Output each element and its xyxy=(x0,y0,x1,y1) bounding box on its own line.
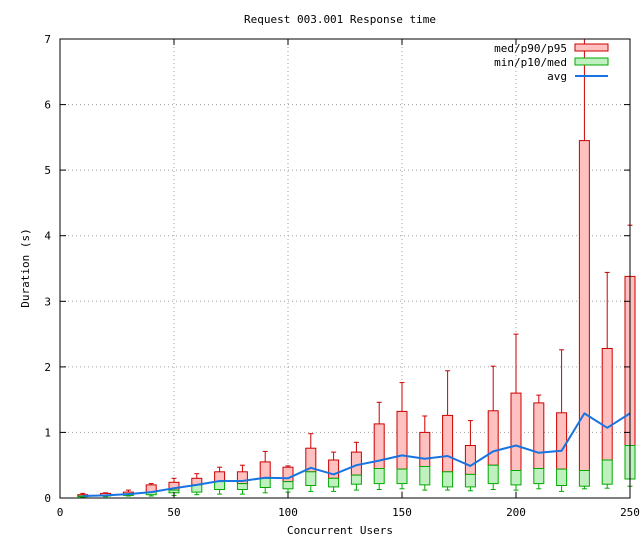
y-tick-label: 7 xyxy=(44,33,51,46)
p10-med-box xyxy=(578,470,590,487)
box-group xyxy=(442,370,454,491)
chart-title: Request 003.001 Response time xyxy=(244,13,436,26)
y-tick-label: 6 xyxy=(44,99,51,112)
box-group xyxy=(601,271,613,489)
med-p90-box xyxy=(487,410,499,466)
box-group xyxy=(510,333,522,491)
box-group xyxy=(533,394,545,490)
x-tick-label: 150 xyxy=(392,506,412,519)
box-group xyxy=(578,38,590,490)
p10-med-box xyxy=(259,477,271,488)
y-axis-label: Duration (s) xyxy=(19,228,32,307)
p10-med-box xyxy=(556,468,568,487)
x-tick-label: 250 xyxy=(620,506,640,519)
y-tick-label: 4 xyxy=(44,230,51,243)
p10-med-box xyxy=(350,474,362,485)
legend-swatch-upper xyxy=(574,43,609,52)
box-series xyxy=(77,38,636,498)
box-group xyxy=(259,450,271,494)
box-group xyxy=(419,415,431,491)
p10-med-box xyxy=(214,481,226,491)
box-group xyxy=(328,451,340,492)
med-p90-box xyxy=(464,445,476,475)
p10-med-box xyxy=(487,464,499,485)
box-group xyxy=(145,483,157,497)
box-group xyxy=(350,441,362,491)
x-tick-label: 200 xyxy=(506,506,526,519)
p10-med-box xyxy=(510,470,522,486)
box-group xyxy=(305,433,317,492)
p10-med-box xyxy=(601,459,613,485)
x-tick-label: 50 xyxy=(167,506,180,519)
box-group xyxy=(236,464,248,495)
med-p90-box xyxy=(442,414,454,473)
y-tick-label: 1 xyxy=(44,426,51,439)
p10-med-box xyxy=(396,468,408,485)
med-p90-box xyxy=(259,461,271,479)
med-p90-box xyxy=(556,412,568,470)
y-tick-label: 2 xyxy=(44,361,51,374)
box-group xyxy=(556,349,568,492)
med-p90-box xyxy=(282,466,294,483)
med-p90-box xyxy=(396,410,408,470)
y-tick-label: 0 xyxy=(44,492,51,505)
avg-series xyxy=(82,412,631,497)
grid xyxy=(60,39,630,498)
legend-label: avg xyxy=(547,70,567,83)
p10-med-box xyxy=(373,468,385,485)
plot-frame xyxy=(59,38,631,499)
legend-label: min/p10/med xyxy=(494,56,567,69)
y-tick-label: 3 xyxy=(44,295,51,308)
x-axis-label: Concurrent Users xyxy=(287,524,393,537)
p10-med-box xyxy=(328,477,340,488)
p10-med-box xyxy=(282,481,294,490)
x-tick-label: 100 xyxy=(278,506,298,519)
med-p90-box xyxy=(419,431,431,467)
axis-ticks: 0 1 2 3 4 5 6 7 0 50 100 150 200 250 xyxy=(44,33,640,519)
p10-med-box xyxy=(464,473,476,488)
box-group xyxy=(373,401,385,490)
legend-label: med/p90/p95 xyxy=(494,42,567,55)
x-tick-label: 0 xyxy=(57,506,64,519)
med-p90-box xyxy=(533,402,545,469)
box-group xyxy=(487,365,499,490)
y-tick-label: 5 xyxy=(44,164,51,177)
avg-line xyxy=(82,412,631,497)
box-group xyxy=(282,465,294,493)
p10-med-box xyxy=(419,466,431,486)
med-p90-box xyxy=(601,348,613,461)
med-p90-box xyxy=(328,459,340,479)
med-p90-box xyxy=(510,392,522,472)
box-group xyxy=(396,382,408,490)
p10-med-box xyxy=(236,483,248,491)
legend-swatch-lower xyxy=(574,57,609,66)
p10-med-box xyxy=(533,468,545,485)
box-group xyxy=(464,420,476,492)
p10-med-box xyxy=(305,471,317,486)
p10-med-box xyxy=(442,471,454,488)
